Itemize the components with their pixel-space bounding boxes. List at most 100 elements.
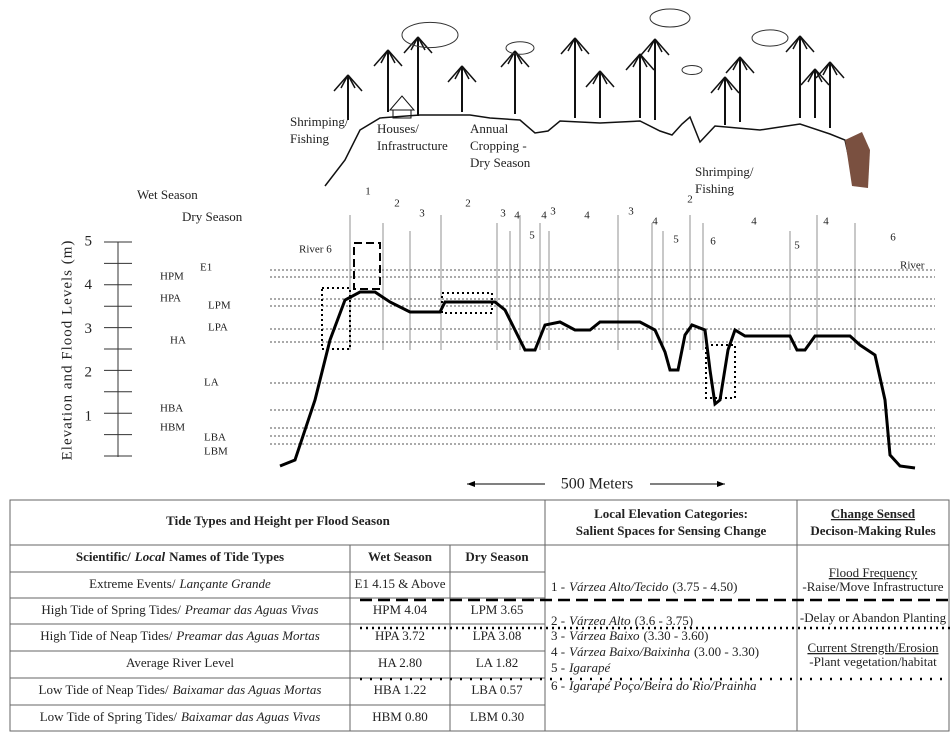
text-line: LPA 3.08 — [473, 628, 522, 643]
frond — [387, 49, 403, 67]
axis-label: Elevation and Flood Levels (m) — [59, 240, 75, 461]
text-line: -Raise/Move Infrastructure — [802, 579, 943, 594]
frond — [639, 53, 655, 71]
text-line: Extreme Events/Lançante Grande — [89, 576, 271, 591]
text-part: LBM 0.30 — [470, 709, 524, 724]
text-line: Wet Season — [368, 549, 433, 564]
text-part: 2 - — [551, 613, 565, 628]
frond — [814, 68, 830, 86]
level-label: LBM — [204, 446, 228, 458]
frond — [417, 36, 433, 54]
text-part: HBM 0.80 — [372, 709, 428, 724]
text-line: HBA 1.22 — [374, 682, 427, 697]
y-tick-label: 1 — [85, 408, 93, 424]
zone-number: 4 — [541, 210, 547, 222]
text-part: Salient Spaces for Sensing Change — [576, 523, 767, 538]
text-part: LPM 3.65 — [471, 602, 524, 617]
text-part: -Plant vegetation/habitat — [809, 654, 937, 669]
text-line: HBM 0.80 — [372, 709, 428, 724]
text-line: -Delay or Abandon Planting — [800, 610, 947, 625]
text-line: Low Tide of Neap Tides/Baixamar das Agua… — [39, 682, 322, 697]
zone-dividers — [349, 215, 856, 350]
zone-number: 3 — [419, 208, 425, 220]
canopy — [681, 65, 703, 75]
level-label: LA — [204, 377, 219, 389]
zone-number: 5 — [529, 230, 535, 242]
activity-label: Fishing — [290, 131, 330, 146]
flood-levels — [270, 269, 935, 445]
text-part: (3.00 - 3.30) — [694, 644, 759, 659]
text-line: Decison-Making Rules — [810, 523, 935, 538]
text-part: HPA 3.72 — [375, 628, 425, 643]
frond — [560, 37, 576, 55]
text-line: LPM 3.65 — [471, 602, 524, 617]
text-part: Preamar das Aguas Vivas — [184, 602, 319, 617]
text-part: Low Tide of Spring Tides/ — [40, 709, 178, 724]
frond — [461, 65, 477, 83]
text-line: Current Strength/Erosion — [807, 640, 939, 655]
frond — [725, 56, 741, 74]
text-line: Change Sensed — [831, 506, 916, 521]
text-part: Dry Season — [465, 549, 529, 564]
frond — [647, 38, 656, 53]
text-line: Dry Season — [465, 549, 529, 564]
level-label: LBA — [204, 432, 226, 444]
zone-number: 5 — [794, 240, 800, 252]
frond — [807, 68, 816, 83]
activity-label: Annual — [470, 121, 509, 136]
frond — [632, 53, 641, 68]
frond — [654, 38, 670, 56]
text-part: Change Sensed — [831, 506, 916, 521]
text-line: 5 - Igarapé — [551, 660, 611, 675]
frond — [625, 53, 641, 71]
level-label: E1 — [200, 262, 212, 274]
frond — [815, 61, 831, 79]
text-part: High Tide of Spring Tides/ — [41, 602, 181, 617]
text-line: Flood Frequency — [829, 565, 918, 580]
text-line: 3 - Várzea Baixo (3.30 - 3.60) — [551, 628, 709, 643]
frond — [567, 37, 576, 52]
level-label: HBA — [160, 403, 183, 415]
y-tick-label: 3 — [85, 321, 93, 337]
frond — [717, 76, 726, 91]
zone-number: 2 — [465, 198, 471, 210]
text-line: Low Tide of Spring Tides/Baixamar das Ag… — [40, 709, 321, 724]
text-line: High Tide of Neap Tides/Preamar das Agua… — [40, 628, 320, 643]
y-tick-label: 4 — [85, 277, 93, 293]
level-label: HBM — [160, 422, 185, 434]
text-part: Current Strength/Erosion — [807, 640, 939, 655]
level-label: LPA — [208, 322, 228, 334]
text-part: 5 - — [551, 660, 565, 675]
text-part: Lançante Grande — [178, 576, 271, 591]
text-line: LBM 0.30 — [470, 709, 524, 724]
river-label: River — [900, 260, 925, 272]
zone-number: 4 — [823, 216, 829, 228]
text-part: Baixamar das Aguas Mortas — [173, 682, 322, 697]
text-part: Names of Tide Types — [169, 549, 284, 564]
frond — [447, 65, 463, 83]
text-part: Extreme Events/ — [89, 576, 176, 591]
text-line: 6 - Igarapé Poço/Beira do Rio/Prainha — [551, 678, 757, 693]
text-part: Tide Types and Height per Flood Season — [166, 513, 390, 528]
text-line: LBA 0.57 — [471, 682, 523, 697]
frond — [599, 70, 615, 88]
text-line: HPM 4.04 — [373, 602, 428, 617]
frond — [792, 35, 801, 50]
table-border — [9, 499, 950, 732]
text-part: LA 1.82 — [476, 655, 519, 670]
activity-label: Cropping - — [470, 138, 527, 153]
text-line: HPA 3.72 — [375, 628, 425, 643]
frond — [724, 76, 740, 94]
zone-number: 6 — [710, 236, 716, 248]
level-label: HPM — [160, 271, 184, 283]
frond — [347, 74, 363, 92]
frond — [710, 76, 726, 94]
axis-ticks — [104, 241, 132, 457]
zone-number: 6 — [890, 232, 896, 244]
zone-number: 1 — [365, 186, 371, 198]
text-part: Várzea Alto — [569, 613, 631, 628]
frond — [732, 56, 741, 71]
zone-number: 2 — [687, 194, 693, 206]
zone-number: 4 — [652, 216, 658, 228]
